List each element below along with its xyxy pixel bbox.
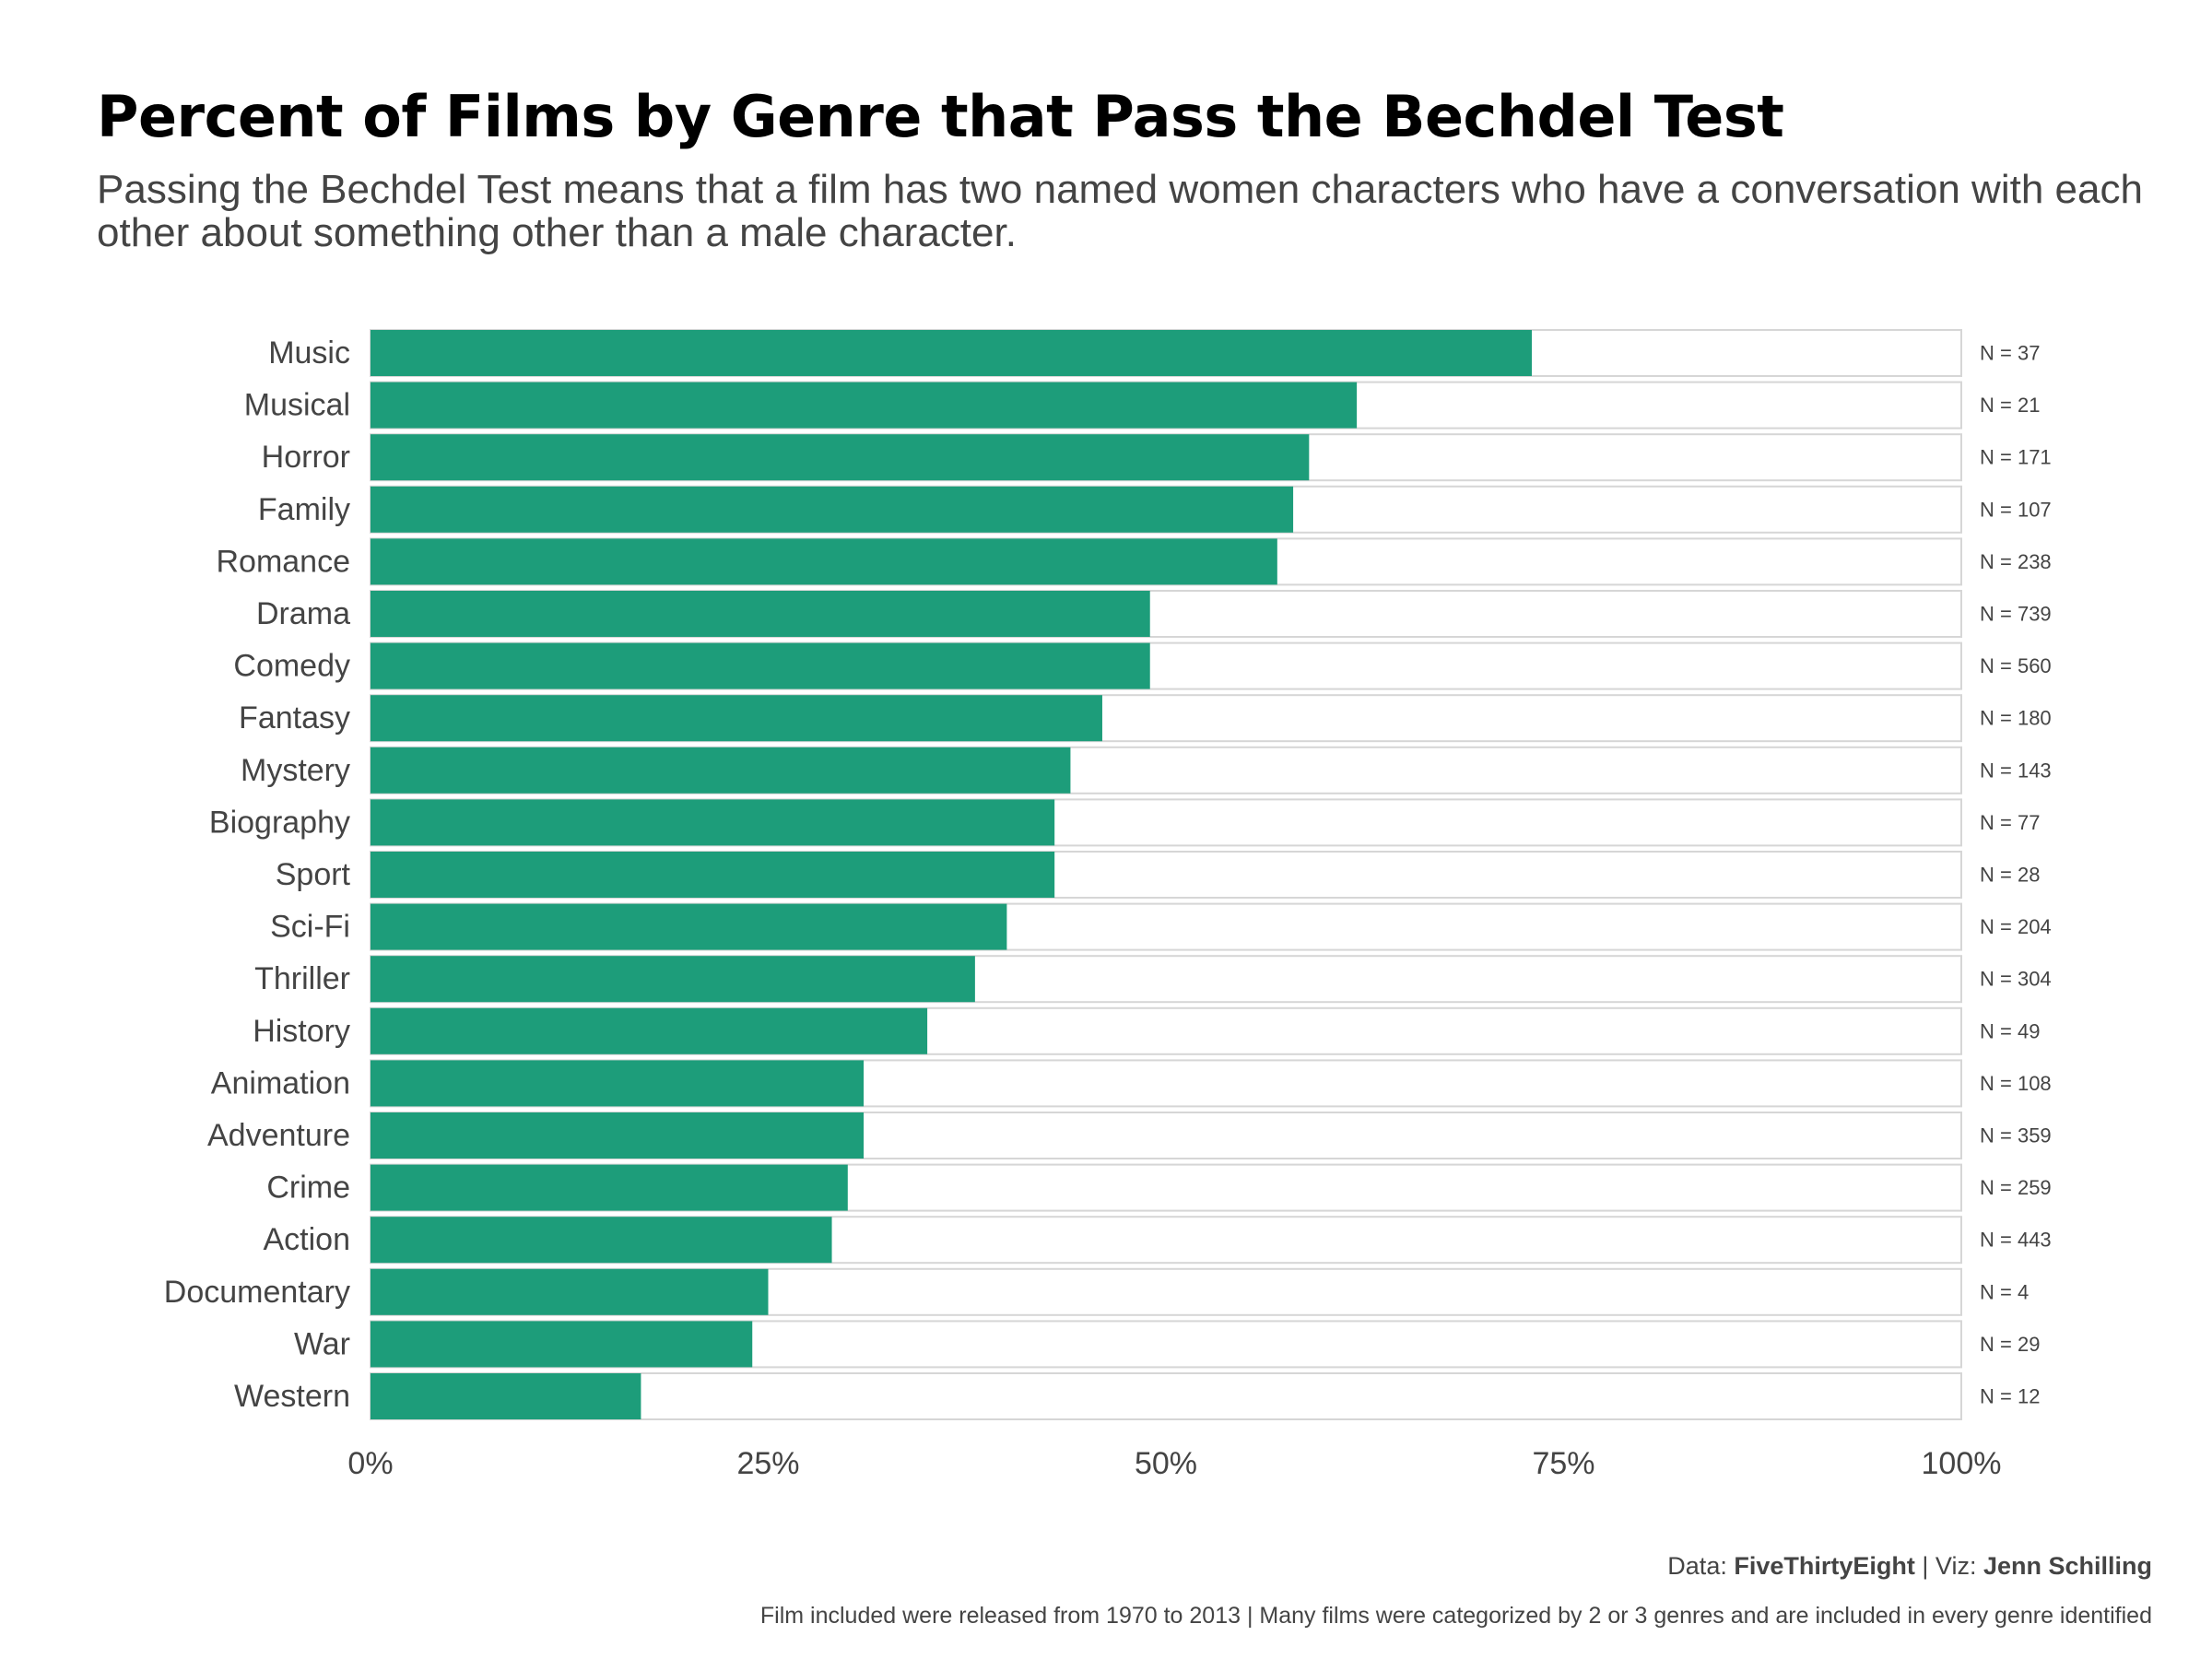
category-label: Comedy [233,649,350,684]
n-label: N = 28 [1980,864,2040,887]
category-label: Crime [266,1171,350,1206]
bar [371,799,1055,846]
n-label: N = 739 [1980,603,2052,626]
caption-data-source: FiveThirtyEight [1734,1552,1915,1580]
n-label: N = 4 [1980,1280,2029,1303]
bar [371,486,1294,533]
n-label: N = 143 [1980,759,2052,782]
n-label: N = 171 [1980,446,2052,469]
caption-source: Data: FiveThirtyEight | Viz: Jenn Schill… [1667,1552,2152,1581]
category-label: Documentary [164,1275,350,1310]
n-label: N = 12 [1980,1385,2040,1408]
category-label: Musical [244,388,350,423]
n-label: N = 21 [1980,394,2040,417]
category-label: Horror [262,440,350,475]
category-label: Thriller [254,961,350,996]
caption-data-label: Data: [1667,1552,1727,1580]
bar [371,747,1071,794]
bar [371,1268,769,1315]
bar [371,330,1532,376]
n-label: N = 107 [1980,498,2052,521]
n-label: N = 560 [1980,654,2052,677]
category-label: Drama [256,596,350,631]
category-label: History [253,1014,350,1049]
category-label: Romance [216,544,350,579]
caption-note: Film included were released from 1970 to… [759,1603,2152,1629]
bar [371,1164,848,1211]
bar [371,1217,832,1264]
bar [371,956,975,1003]
x-tick-label: 75% [1532,1446,1594,1481]
category-label: Sport [276,857,351,892]
bar [371,1060,865,1107]
caption-viz-author: Jenn Schilling [1983,1552,2152,1580]
n-label: N = 77 [1980,811,2040,834]
bar [371,382,1358,429]
n-label: N = 37 [1980,342,2040,365]
n-label: N = 304 [1980,968,2052,991]
bar [371,1007,928,1054]
category-label: Fantasy [239,700,350,735]
n-label: N = 49 [1980,1019,2040,1042]
category-label: Adventure [207,1118,350,1153]
category-label: Mystery [241,753,350,788]
category-label: Music [268,335,350,371]
x-tick-label: 50% [1135,1446,1197,1481]
category-label: Western [234,1379,350,1414]
chart-title: Percent of Films by Genre that Pass the … [97,83,1784,150]
chart-subtitle: Passing the Bechdel Test means that a fi… [97,167,2143,255]
bar [371,538,1277,585]
x-tick-label: 100% [1922,1446,2002,1481]
bar [371,1373,641,1419]
n-label: N = 29 [1980,1333,2040,1356]
n-label: N = 259 [1980,1176,2052,1199]
category-label: Action [264,1222,351,1257]
category-label: Animation [211,1065,350,1100]
bar [371,1321,753,1368]
n-label: N = 359 [1980,1124,2052,1147]
n-label: N = 108 [1980,1072,2052,1095]
caption-separator: | [1922,1552,1929,1580]
n-label: N = 180 [1980,707,2052,730]
bar [371,642,1150,689]
category-label: War [294,1326,350,1361]
x-tick-label: 25% [736,1446,799,1481]
bar [371,695,1102,742]
bar [371,1112,865,1159]
bar [371,434,1310,481]
bar [371,903,1007,950]
x-tick-label: 0% [347,1446,393,1481]
category-label: Biography [209,805,350,840]
n-label: N = 238 [1980,550,2052,573]
bar [371,852,1055,898]
n-label: N = 204 [1980,915,2052,938]
n-label: N = 443 [1980,1229,2052,1252]
caption-viz-label: Viz: [1935,1552,1977,1580]
category-label: Sci-Fi [270,910,350,945]
category-label: Family [258,492,350,527]
bar [371,591,1150,637]
